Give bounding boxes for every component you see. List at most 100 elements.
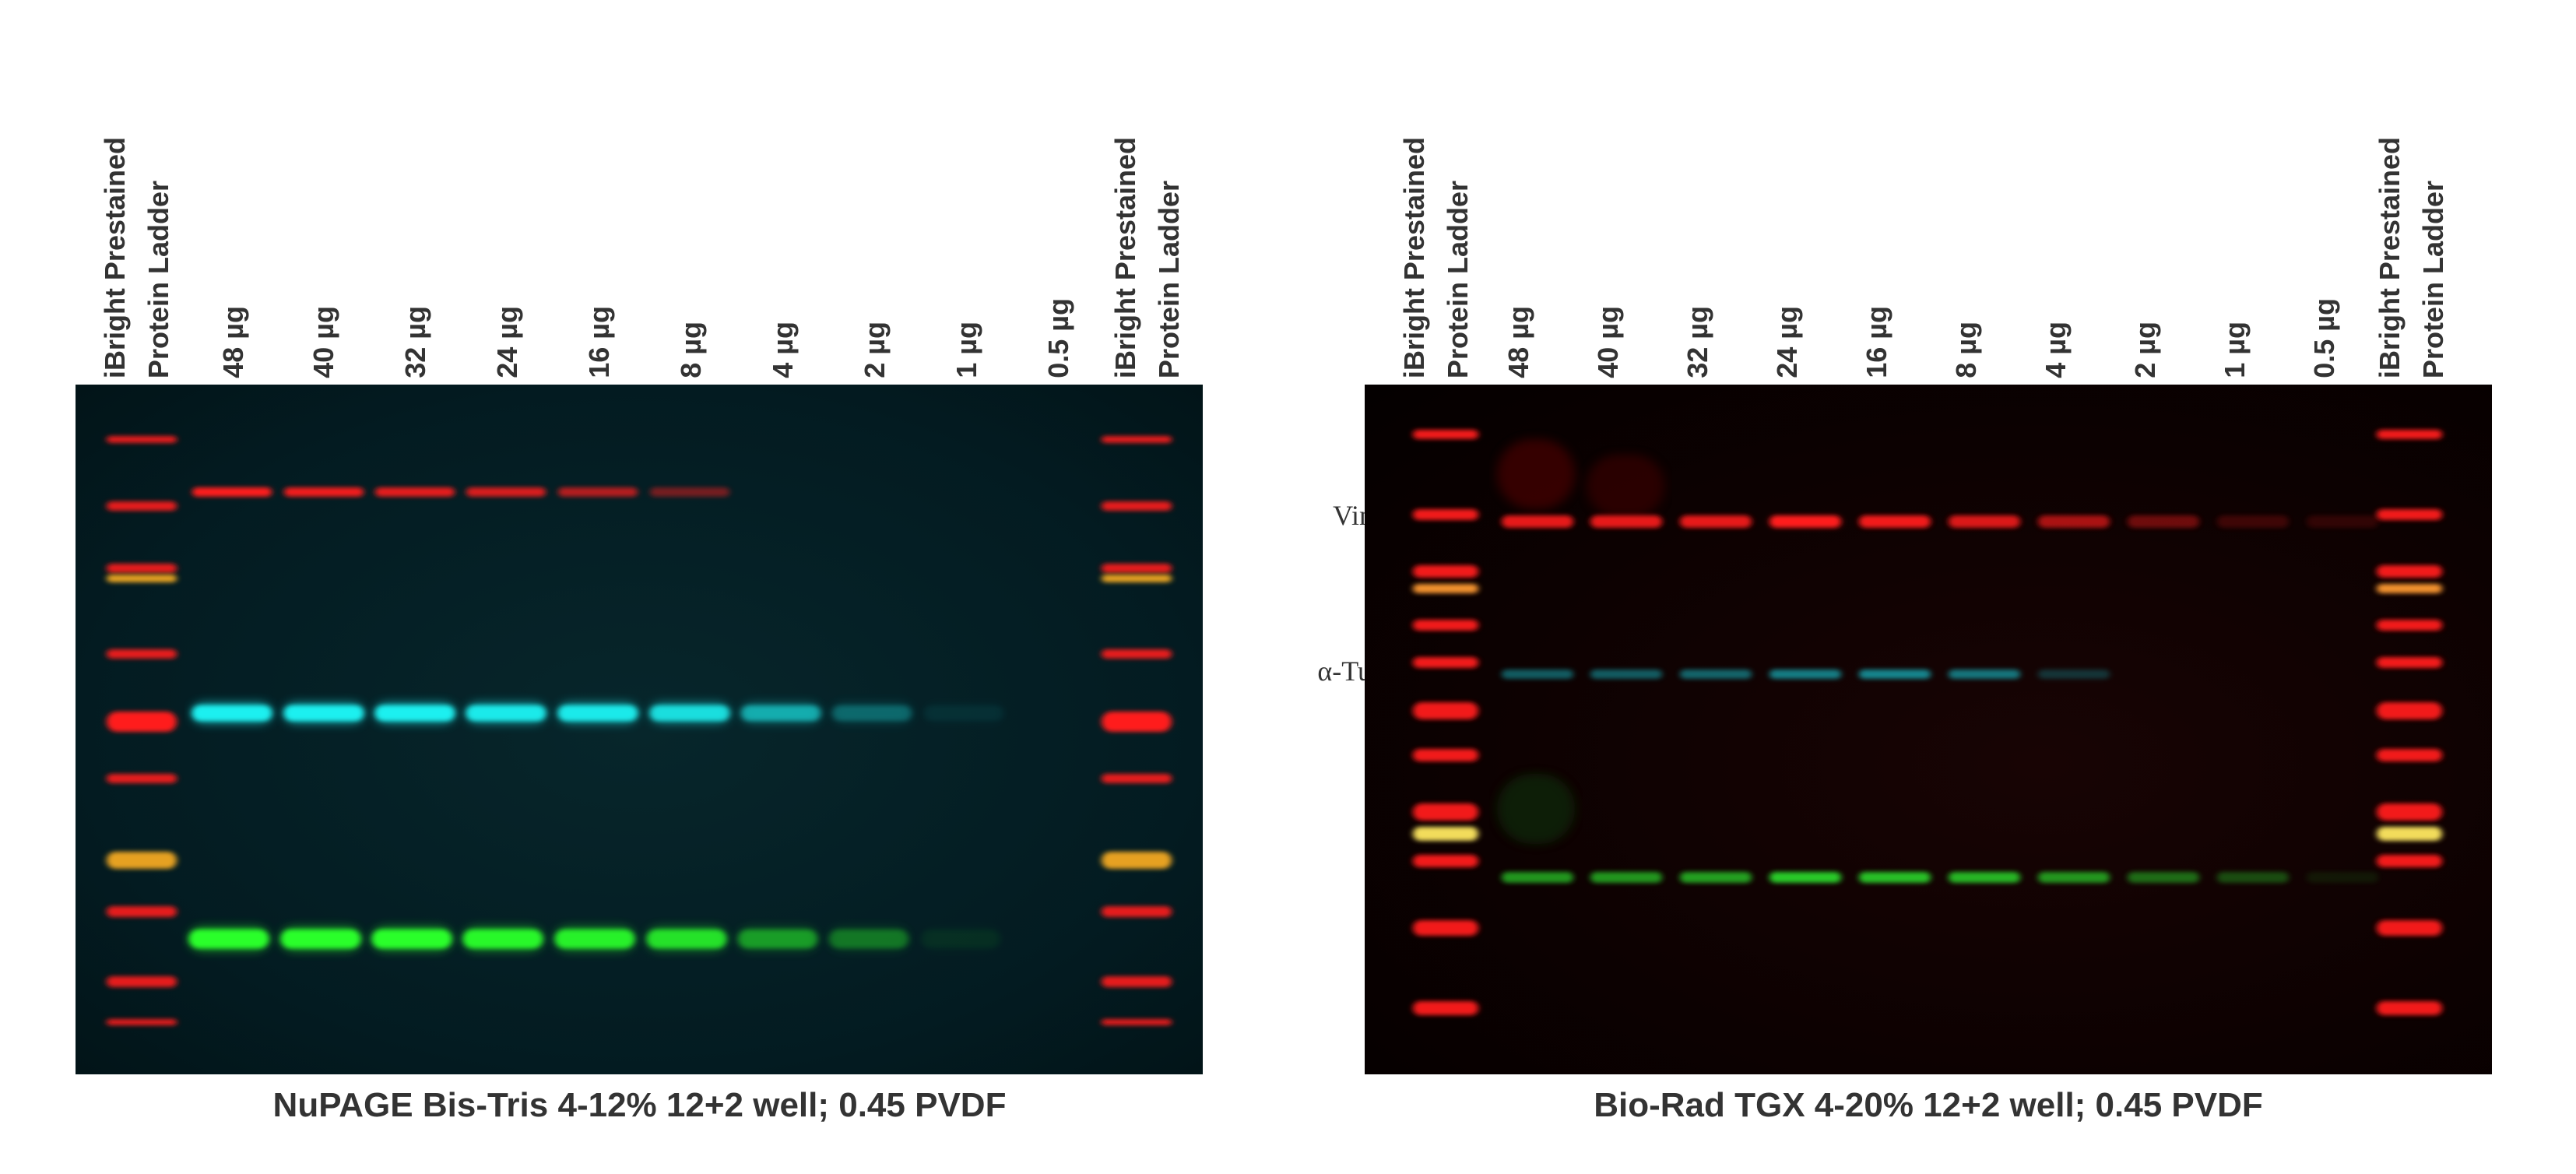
ladder-band bbox=[107, 564, 177, 573]
ladder-band bbox=[1102, 774, 1172, 783]
ladder-band bbox=[1102, 649, 1172, 659]
ladder-band bbox=[1413, 620, 1478, 631]
ladder-band bbox=[107, 436, 177, 443]
ladder-band bbox=[1413, 657, 1478, 668]
band-green bbox=[1502, 872, 1573, 883]
ladder-band bbox=[1413, 749, 1478, 761]
caption-biorad: Bio-Rad TGX 4-20% 12+2 well; 0.45 PVDF bbox=[1594, 1086, 2263, 1124]
band-green bbox=[921, 930, 1000, 948]
ladder-band bbox=[1413, 509, 1478, 520]
band-cyan bbox=[192, 705, 272, 721]
lane-label-10: 0.5 µg bbox=[2308, 298, 2340, 378]
ladder-band bbox=[2377, 430, 2442, 439]
band-red bbox=[2217, 515, 2289, 528]
blot-panel-biorad: iBright Prestained Protein Ladder 48 µg … bbox=[1284, 0, 2576, 1174]
lane-label-4: 24 µg bbox=[1771, 306, 1803, 378]
band-red bbox=[1502, 515, 1573, 528]
ladder-band bbox=[2377, 509, 2442, 520]
ladder-band bbox=[1413, 855, 1478, 867]
ladder-band bbox=[1102, 436, 1172, 443]
lane-label-8: 2 µg bbox=[859, 322, 891, 378]
lane-label-4: 24 µg bbox=[491, 306, 523, 378]
band-red bbox=[375, 487, 455, 497]
lane-label-1: 48 µg bbox=[1502, 306, 1534, 378]
ladder-band bbox=[107, 774, 177, 783]
lane-label-ladder-left: iBright Prestained Protein Ladder bbox=[1398, 136, 1474, 378]
ladder-band bbox=[1413, 584, 1478, 593]
blot-bands-biorad bbox=[1413, 430, 2442, 1015]
band-red bbox=[650, 487, 729, 497]
blot-panel-nupage: iBright Prestained Protein Ladder 48 µg … bbox=[0, 0, 1284, 1174]
ladder-band bbox=[1413, 803, 1478, 821]
lane-label-7: 4 µg bbox=[767, 322, 799, 378]
band-green bbox=[2038, 872, 2110, 883]
ladder-band bbox=[1102, 1019, 1172, 1025]
band-red bbox=[1680, 515, 1752, 528]
band-green bbox=[281, 930, 360, 948]
ladder-band bbox=[2377, 657, 2442, 668]
band-green bbox=[1859, 872, 1931, 883]
ladder-band bbox=[2377, 620, 2442, 631]
lane-label-ladder-left: iBright Prestained Protein Ladder bbox=[99, 136, 174, 378]
blot-bands-nupage bbox=[107, 436, 1172, 1025]
ladder-band bbox=[1102, 501, 1172, 511]
lane-label-3: 32 µg bbox=[399, 306, 431, 378]
band-red bbox=[558, 487, 638, 497]
ladder-band bbox=[107, 976, 177, 987]
band-green bbox=[1590, 872, 1662, 883]
lane-label-1: 48 µg bbox=[217, 306, 249, 378]
band-green bbox=[1769, 872, 1841, 883]
band-cyan bbox=[284, 705, 364, 721]
smear bbox=[1587, 455, 1664, 517]
band-cyan bbox=[1769, 670, 1841, 679]
ladder-band bbox=[2377, 803, 2442, 821]
lane-label-6: 8 µg bbox=[675, 322, 707, 378]
band-red bbox=[1769, 515, 1841, 528]
band-green bbox=[2307, 872, 2378, 883]
lane-label-3: 32 µg bbox=[1682, 306, 1713, 378]
band-red bbox=[2038, 515, 2110, 528]
band-green bbox=[555, 930, 634, 948]
band-cyan bbox=[1949, 670, 2020, 679]
band-red bbox=[1949, 515, 2020, 528]
lane-label-5: 16 µg bbox=[583, 306, 615, 378]
band-cyan bbox=[2038, 670, 2110, 679]
ladder-band bbox=[1102, 906, 1172, 917]
lane-label-2: 40 µg bbox=[1592, 306, 1624, 378]
band-green bbox=[2217, 872, 2289, 883]
band-green bbox=[372, 930, 452, 948]
ladder-band bbox=[1413, 430, 1478, 439]
band-green bbox=[1949, 872, 2020, 883]
blot-image-biorad bbox=[1365, 385, 2492, 1074]
band-cyan bbox=[1859, 670, 1931, 679]
band-green bbox=[1680, 872, 1752, 883]
band-red bbox=[1590, 515, 1662, 528]
band-cyan bbox=[741, 705, 821, 721]
band-cyan bbox=[1502, 670, 1573, 679]
band-cyan bbox=[1590, 670, 1662, 679]
ladder-band bbox=[2377, 855, 2442, 867]
ladder-band bbox=[2377, 565, 2442, 578]
ladder-band bbox=[1413, 702, 1478, 719]
lane-label-9: 1 µg bbox=[951, 322, 982, 378]
band-cyan bbox=[924, 705, 1003, 721]
smear bbox=[1497, 439, 1575, 509]
ladder-band bbox=[107, 501, 177, 511]
ladder-band bbox=[2377, 749, 2442, 761]
smear bbox=[1497, 774, 1575, 844]
band-green bbox=[189, 930, 269, 948]
ladder-band bbox=[107, 852, 177, 869]
ladder-band bbox=[2377, 920, 2442, 936]
band-green bbox=[829, 930, 908, 948]
ladder-band bbox=[1102, 976, 1172, 987]
ladder-band bbox=[107, 712, 177, 732]
lane-label-5: 16 µg bbox=[1861, 306, 1892, 378]
band-green bbox=[463, 930, 543, 948]
ladder-band bbox=[1413, 1001, 1478, 1015]
lane-label-7: 4 µg bbox=[2040, 322, 2072, 378]
ladder-band bbox=[1102, 712, 1172, 732]
band-red bbox=[466, 487, 546, 497]
band-red bbox=[2307, 515, 2378, 528]
band-cyan bbox=[558, 705, 638, 721]
ladder-band bbox=[1102, 564, 1172, 573]
